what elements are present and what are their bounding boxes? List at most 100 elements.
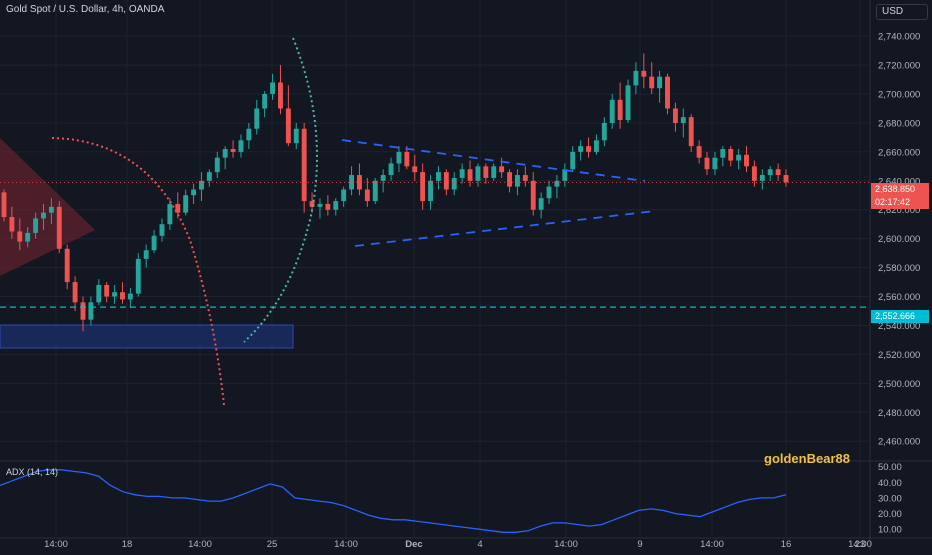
candle-body bbox=[514, 175, 520, 187]
candle-body bbox=[167, 203, 173, 225]
time-axis-label: 14:00 bbox=[44, 539, 68, 550]
candle-body bbox=[625, 85, 631, 121]
time-axis-label: 4 bbox=[477, 539, 482, 550]
candle-body bbox=[688, 117, 694, 147]
candle-body bbox=[270, 82, 276, 95]
candle-body bbox=[325, 203, 331, 210]
candle-body bbox=[56, 206, 62, 249]
time-axis-label: Dec bbox=[405, 539, 422, 550]
lower-trendline[interactable] bbox=[354, 210, 656, 247]
candle-body bbox=[135, 258, 141, 294]
candle-body bbox=[278, 82, 283, 109]
candle-body bbox=[25, 232, 31, 242]
candle-body bbox=[151, 235, 157, 251]
candle-body bbox=[467, 169, 473, 181]
candle-body bbox=[491, 166, 497, 178]
candle-body bbox=[64, 248, 70, 283]
candle-body bbox=[175, 203, 181, 213]
price-tick-label: 2,740.000 bbox=[878, 32, 920, 43]
price-tick-label: 2,600.000 bbox=[878, 234, 920, 245]
price-tick-label: 2,660.000 bbox=[878, 147, 920, 158]
current-price-tag: 2,638.850 bbox=[871, 183, 929, 196]
price-tick-label: 2,460.000 bbox=[878, 437, 920, 448]
candle-body bbox=[254, 108, 260, 129]
candle-body bbox=[214, 157, 220, 173]
candle-body bbox=[1, 192, 7, 217]
adx-line[interactable] bbox=[0, 469, 787, 533]
candle-body bbox=[301, 128, 307, 202]
adx-tick-label: 40.00 bbox=[878, 478, 902, 489]
candle-body bbox=[183, 195, 189, 213]
candle-body bbox=[483, 166, 489, 178]
candle-body bbox=[744, 154, 749, 167]
candle-body bbox=[33, 218, 39, 233]
candle-body bbox=[317, 203, 323, 207]
candle-body bbox=[538, 198, 544, 210]
author-watermark: goldenBear88 bbox=[764, 451, 850, 466]
price-tick-label: 2,680.000 bbox=[878, 118, 920, 129]
price-tick-label: 2,480.000 bbox=[878, 408, 920, 419]
candle-body bbox=[309, 201, 315, 207]
bar-countdown-tag: 02:17:42 bbox=[871, 196, 929, 209]
candle-body bbox=[751, 166, 757, 181]
candle-body bbox=[96, 284, 102, 303]
candle-body bbox=[80, 302, 86, 320]
price-tick-label: 2,580.000 bbox=[878, 263, 920, 274]
candle-body bbox=[507, 172, 512, 187]
candle-body bbox=[262, 94, 268, 109]
candle-body bbox=[435, 172, 441, 181]
candle-body bbox=[499, 166, 505, 173]
time-axis-label: 25 bbox=[267, 539, 278, 550]
horizontal-level-tag: 2,552.666 bbox=[871, 310, 929, 323]
candle-body bbox=[759, 175, 765, 181]
time-axis-label: 14:00 bbox=[700, 539, 724, 550]
time-axis-label: 9 bbox=[637, 539, 642, 550]
candle-body bbox=[586, 146, 591, 152]
adx-tick-label: 50.00 bbox=[878, 462, 902, 473]
candle-body bbox=[522, 175, 528, 181]
time-axis-label: 14:00 bbox=[188, 539, 212, 550]
demand-box-zone[interactable] bbox=[0, 324, 294, 349]
symbol-title[interactable]: Gold Spot / U.S. Dollar, 4h, OANDA bbox=[6, 4, 165, 15]
candle-body bbox=[357, 175, 362, 190]
candle-body bbox=[775, 169, 781, 176]
time-axis-label: 14:00 bbox=[848, 539, 872, 550]
projection-arc-green[interactable] bbox=[243, 37, 319, 343]
candle-body bbox=[459, 169, 465, 178]
price-tick-label: 2,520.000 bbox=[878, 350, 920, 361]
upper-trendline[interactable] bbox=[341, 139, 646, 182]
candle-body bbox=[230, 148, 236, 152]
candle-body bbox=[372, 180, 378, 202]
time-axis-label: 18 bbox=[122, 539, 133, 550]
candle-body bbox=[728, 148, 734, 161]
candle-body bbox=[593, 140, 599, 152]
candle-body bbox=[143, 250, 149, 259]
currency-button[interactable]: USD bbox=[876, 4, 928, 20]
time-axis-label: 16 bbox=[781, 539, 792, 550]
projection-arc-red[interactable] bbox=[51, 137, 225, 406]
candle-body bbox=[475, 166, 481, 181]
candle-body bbox=[191, 189, 197, 196]
candle-body bbox=[120, 292, 125, 300]
candle-body bbox=[293, 128, 299, 144]
candle-body bbox=[412, 166, 418, 173]
candle-body bbox=[341, 189, 347, 202]
candle-body bbox=[617, 99, 623, 121]
candle-body bbox=[665, 76, 670, 109]
candle-body bbox=[657, 76, 663, 89]
adx-indicator-label[interactable]: ADX (14, 14) bbox=[6, 467, 59, 477]
candle-body bbox=[72, 282, 78, 303]
supply-triangle-zone[interactable] bbox=[0, 138, 95, 276]
candle-body bbox=[349, 175, 355, 190]
candle-body bbox=[704, 157, 710, 170]
candle-body bbox=[633, 70, 639, 86]
candle-body bbox=[578, 146, 584, 152]
adx-tick-label: 30.00 bbox=[878, 493, 902, 504]
price-tick-label: 2,540.000 bbox=[878, 321, 920, 332]
candle-body bbox=[17, 231, 23, 242]
candle-body bbox=[104, 284, 110, 297]
candle-body bbox=[428, 180, 433, 202]
candle-body bbox=[404, 151, 410, 167]
